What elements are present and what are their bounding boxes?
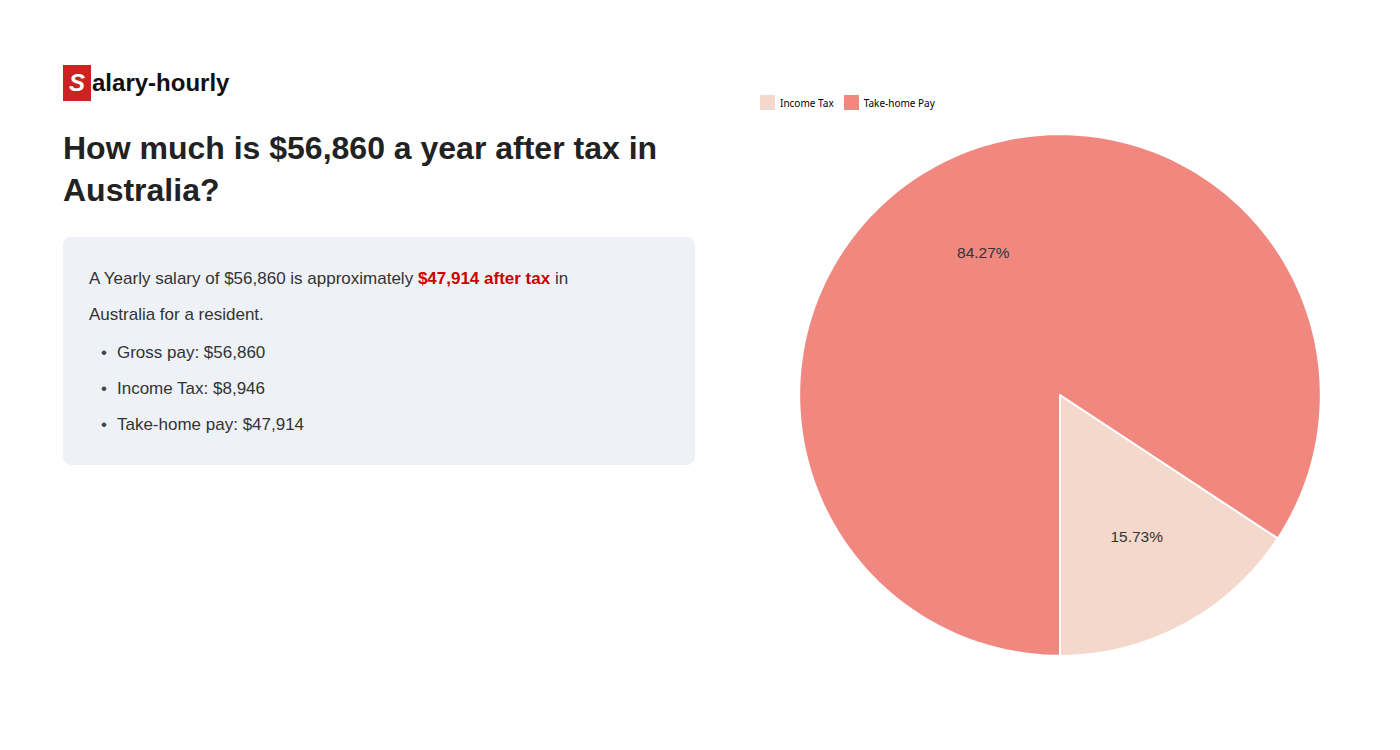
html-text:Gross pay: $56,860: Gross pay: $56,860 — [117, 342, 266, 362]
html-text:Income Tax: $8,946: Income Tax: $8,946 — [117, 378, 265, 398]
html-text:S alary-hourly: S alary-hourly — [69, 69, 230, 96]
html-text:A Yearly salary of $56,860 is: A Yearly salary of $56,860 is approximat… — [89, 269, 569, 289]
html-text:Income Tax: Income Tax — [780, 95, 834, 110]
html-text:Australia for a resident.: Australia for a resident. — [89, 305, 264, 324]
html-text:How much is $56,860 a year aft: How much is $56,860 a year after tax in … — [63, 130, 658, 208]
html-text:Take-home pay: $47,914: Take-home pay: $47,914 — [117, 414, 305, 434]
html-text:Take-home Pay: Take-home Pay — [863, 95, 935, 110]
svg-text:15.73%: 15.73% — [1110, 528, 1163, 545]
svg-text:84.27%: 84.27% — [957, 244, 1010, 261]
